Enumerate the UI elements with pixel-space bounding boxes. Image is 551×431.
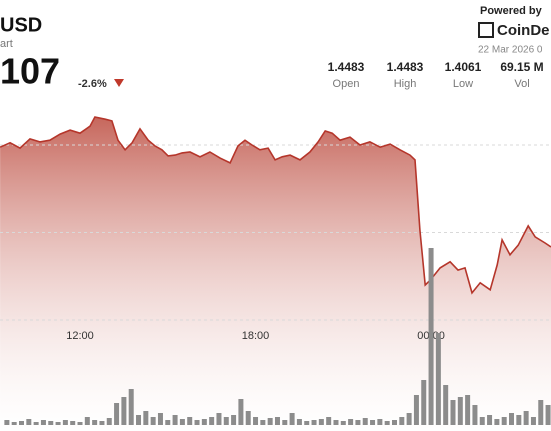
- stat-value: 1.4061: [445, 60, 482, 74]
- volume-bar: [487, 415, 493, 425]
- volume-bar: [62, 420, 68, 425]
- date: 22 Mar 2026 0: [478, 45, 543, 56]
- area-fill: [0, 117, 551, 431]
- volume-bar: [399, 417, 405, 425]
- volume-bar: [348, 419, 354, 425]
- volume-bar: [40, 420, 46, 425]
- volume-bar: [391, 420, 397, 425]
- volume-bar: [194, 420, 200, 425]
- volume-bar: [545, 405, 551, 425]
- change: -2.6%: [78, 78, 107, 90]
- volume-bar: [157, 413, 163, 425]
- volume-bar: [326, 417, 332, 425]
- volume-bar: [289, 413, 295, 425]
- stat-label: Vol: [514, 78, 529, 90]
- volume-bar: [4, 420, 10, 425]
- brand: CoinDe: [497, 22, 550, 39]
- price-line: [0, 116, 551, 295]
- volume-bar: [77, 422, 83, 425]
- volume-bar: [136, 415, 142, 425]
- volume-bar: [304, 421, 310, 425]
- volume-bar: [538, 400, 544, 425]
- volume-bar: [406, 413, 412, 425]
- volume-bar: [362, 418, 368, 425]
- volume-bar: [165, 420, 171, 425]
- volume-bar: [311, 420, 317, 425]
- volume-bar: [282, 420, 288, 425]
- volume-bar: [92, 420, 98, 425]
- volume-bar: [428, 248, 434, 425]
- volume-bar: [70, 421, 76, 425]
- volume-bar: [472, 405, 478, 425]
- volume-bar: [267, 418, 273, 425]
- volume-bar: [450, 400, 456, 425]
- stat-label: High: [394, 78, 417, 90]
- volume-bar: [274, 417, 280, 425]
- volume-bar: [377, 419, 383, 425]
- volume-bar: [55, 422, 61, 425]
- volume-bar: [530, 417, 536, 425]
- volume-bar: [457, 397, 463, 425]
- stat-value: 1.4483: [328, 60, 365, 74]
- volume-bar: [384, 421, 390, 425]
- volume-bar: [318, 419, 324, 425]
- volume-bar: [340, 421, 346, 425]
- volume-bar: [216, 413, 222, 425]
- volume-bar: [296, 419, 302, 425]
- x-tick-label: 12:00: [66, 330, 94, 342]
- volume-bar: [479, 417, 485, 425]
- volume-bar: [516, 415, 522, 425]
- volume-bar: [494, 419, 500, 425]
- volume-bar: [128, 389, 134, 425]
- x-tick-label: 18:00: [242, 330, 270, 342]
- volume-bar: [238, 399, 244, 425]
- volume-bar: [443, 385, 449, 425]
- volume-bar: [253, 417, 259, 425]
- volume-bar: [413, 395, 419, 425]
- volume-bar: [501, 417, 507, 425]
- volume-bar: [84, 417, 90, 425]
- stat-label: Low: [453, 78, 473, 90]
- volume-bar: [435, 333, 441, 425]
- volume-bar: [172, 415, 178, 425]
- volume-bar: [223, 417, 229, 425]
- volume-bar: [106, 418, 112, 425]
- volume-bar: [19, 421, 25, 425]
- volume-bar: [114, 403, 120, 425]
- volume-bar: [48, 421, 54, 425]
- chart-title: USD: [0, 14, 42, 36]
- down-arrow: [114, 79, 124, 87]
- volume-bar: [11, 422, 17, 425]
- volume-bar: [421, 380, 427, 425]
- volume-bar: [260, 420, 266, 425]
- stat-label: Open: [333, 78, 360, 90]
- volume-bar: [333, 420, 339, 425]
- volume-bar: [26, 419, 32, 425]
- volume-bar: [179, 419, 185, 425]
- volume-bar: [33, 422, 39, 425]
- volume-bar: [231, 415, 237, 425]
- volume-bar: [355, 420, 361, 425]
- volume-bar: [509, 413, 515, 425]
- powered-by: Powered by: [480, 5, 543, 17]
- volume-bar: [121, 397, 127, 425]
- stat-value: 1.4483: [387, 60, 424, 74]
- price: 107: [0, 51, 60, 92]
- stat-value: 69.15 M: [500, 60, 543, 74]
- volume-bar: [143, 411, 149, 425]
- volume-bar: [201, 419, 207, 425]
- volume-bar: [370, 420, 376, 425]
- volume-bar: [465, 395, 471, 425]
- volume-bar: [245, 411, 251, 425]
- volume-bar: [209, 417, 215, 425]
- volume-bar: [187, 417, 193, 425]
- volume-bar: [150, 417, 156, 425]
- volume-bar: [523, 411, 529, 425]
- chart-subtitle: art: [0, 38, 13, 50]
- brand-logo: [478, 22, 494, 38]
- volume-bar: [99, 421, 105, 425]
